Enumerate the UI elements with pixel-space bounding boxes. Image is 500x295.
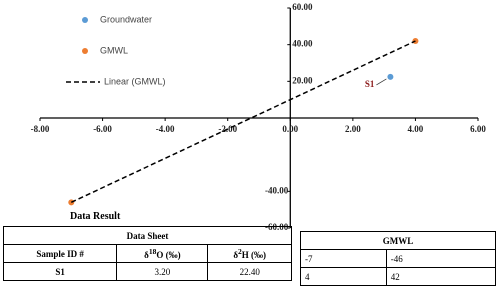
header-sup: 2 (238, 247, 242, 256)
x-tick-label: 2.00 (345, 124, 361, 134)
x-tick-label: -4.00 (156, 124, 175, 134)
header-symbol: δ (144, 250, 149, 260)
column-header: Sample ID # (2, 244, 118, 263)
data-sheet: Data Sheet Sample ID # δ18O (‰) δ2H (‰) S1… (2, 226, 292, 281)
row: 4 42 (300, 267, 497, 286)
y-tick-label: 60.00 (292, 2, 313, 12)
cell: -7 (300, 249, 387, 268)
y-tick-label: 20.00 (292, 75, 313, 85)
legend-label: GMWL (100, 45, 128, 55)
header-text: H (‰) (241, 250, 267, 260)
x-tick-label: -6.00 (93, 124, 112, 134)
cell: 42 (385, 267, 497, 286)
cell: 3.20 (116, 262, 209, 281)
legend-swatch (82, 48, 88, 54)
row: S1 3.20 22.40 (2, 262, 292, 281)
header-text: O (‰) (156, 250, 181, 260)
cell: S1 (2, 262, 118, 281)
cell: 22.40 (207, 262, 292, 281)
point-label: S1 (365, 79, 375, 89)
x-tick-label: 6.00 (470, 124, 486, 134)
legend-label: Linear (GMWL) (104, 76, 166, 86)
y-tick-label: -40.00 (265, 185, 289, 195)
column-header: δ18O (‰) (116, 244, 209, 263)
table-caption: Data Result (70, 211, 121, 222)
cell: -46 (385, 249, 497, 268)
legend-swatch (82, 17, 88, 23)
rows: -7 -46 4 42 (300, 249, 497, 286)
gmwl-table: GMWL -7 -46 4 42 (300, 231, 497, 286)
table-title: GMWL (300, 231, 496, 250)
row: -7 -46 (300, 249, 497, 268)
x-tick-label: 4.00 (408, 124, 424, 134)
x-tick-label: 0.00 (282, 124, 298, 134)
header-symbol: δ (233, 250, 239, 260)
legend-label: Groundwater (100, 14, 152, 24)
header-sup: 18 (148, 247, 157, 256)
y-tick-label: 40.00 (292, 39, 313, 49)
cell: 4 (300, 267, 387, 286)
rows: S1 3.20 22.40 (2, 262, 292, 281)
x-tick-label: -8.00 (31, 124, 50, 134)
column-header: δ2H (‰) (207, 244, 292, 263)
leader (376, 78, 387, 86)
table-title: Data Sheet (3, 226, 292, 245)
point (387, 73, 394, 80)
header-text: Sample ID # (36, 248, 84, 259)
trend-line (70, 40, 416, 204)
header-row: Sample ID # δ18O (‰) δ2H (‰) (2, 244, 292, 263)
